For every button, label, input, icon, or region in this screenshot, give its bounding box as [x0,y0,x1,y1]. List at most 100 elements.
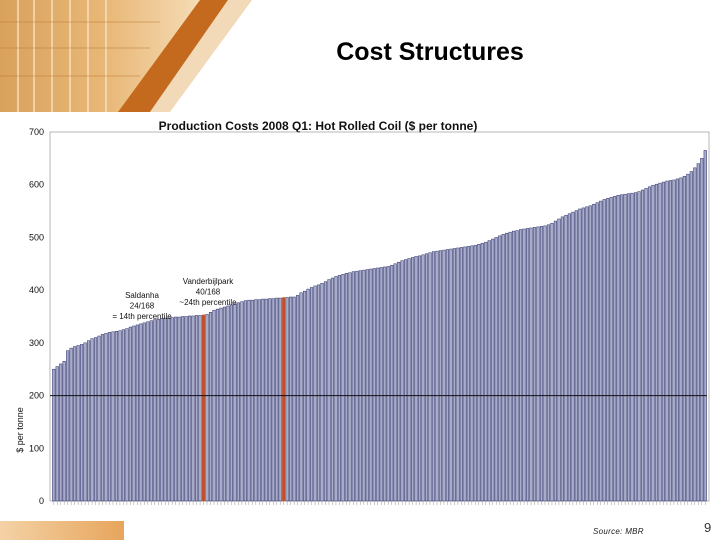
bar [393,263,397,502]
x-axis-tick-marks [53,501,706,505]
bar [473,245,477,502]
bar [247,299,251,502]
bar [466,246,470,502]
bar [477,244,481,502]
y-tick-label: 700 [29,127,44,137]
bar [275,297,279,502]
bar [181,316,185,502]
bar [292,296,296,502]
bar [205,314,209,502]
bar [268,298,272,502]
bar [620,194,624,502]
bar [456,247,460,502]
bar [634,192,638,502]
bar [313,285,317,502]
highlight-bar [201,314,206,502]
bar [557,218,561,502]
bar [571,211,575,502]
bar [358,270,362,502]
bar [637,191,641,502]
annotation-label: Vanderbijlpark [183,277,235,286]
bar [693,167,697,502]
bar [445,249,450,502]
bar [226,305,230,502]
bar [703,150,707,502]
bar [400,260,404,502]
bar [365,269,369,502]
bar [417,255,422,502]
bar [623,193,627,502]
bar [128,326,132,502]
bar [142,322,146,502]
bar [320,283,324,502]
bar [491,238,495,502]
bar [515,230,519,502]
bar [149,320,153,502]
bar [146,321,150,502]
bar [672,179,676,502]
bar [372,268,376,502]
bar [73,346,77,502]
bar [386,266,390,502]
y-tick-label: 400 [29,285,44,295]
bar [362,269,366,502]
bar [522,228,526,502]
bar [519,229,523,502]
bar [83,342,87,502]
bar [376,267,380,502]
bar [679,177,683,502]
bar [236,302,240,502]
bar [532,227,537,502]
bar [62,361,66,502]
bar [501,234,505,502]
bar [118,330,122,502]
annotations: Saldanha 24/168= 14th percentile Vanderbij… [112,277,237,321]
bar [438,250,443,502]
annotation-label: Saldanha [125,291,159,300]
bar [414,256,418,502]
bar [135,324,139,502]
bar [431,251,436,502]
bar [348,272,352,502]
bar [303,290,307,502]
bar [411,257,415,502]
y-tick-label: 600 [29,180,44,190]
bar [289,296,293,502]
bar [191,315,195,502]
highlight-bar [282,297,286,502]
bar [299,292,303,502]
bar [271,298,275,502]
bar [543,225,547,502]
bar [668,180,672,502]
bar [327,279,331,502]
bar [208,312,213,502]
bar [264,298,268,502]
bar [487,240,491,502]
bar [69,347,73,502]
bar [512,230,516,502]
bar [139,323,143,502]
slide-title: Cost Structures [336,38,524,66]
bar [261,298,265,502]
bar [546,224,551,502]
bar [397,261,401,502]
bar [111,331,115,502]
bar [498,235,502,502]
bar [661,181,666,502]
footer-accent-bar [0,521,124,540]
bar [616,195,620,502]
bar [686,173,690,502]
bar [449,248,453,502]
bar [174,316,178,502]
bar [107,332,112,502]
y-tick-label: 100 [29,443,44,453]
annotation-label: = 14th percentile [112,312,172,321]
bar [508,231,512,502]
bar [526,228,530,502]
header-photo [0,0,300,112]
bar [309,287,314,502]
bar [195,315,199,502]
bar [219,307,223,502]
bar [435,250,439,502]
bar [240,301,244,502]
